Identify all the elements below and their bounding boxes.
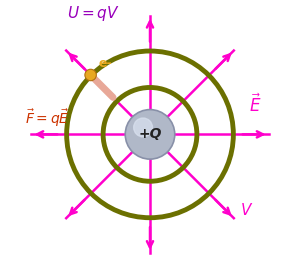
Text: $\vec{F} = q\vec{E}$: $\vec{F} = q\vec{E}$	[25, 107, 70, 129]
Text: e-: e-	[98, 57, 112, 70]
Text: $U = qV$: $U = qV$	[67, 5, 119, 23]
Circle shape	[85, 69, 96, 81]
Text: +Q: +Q	[138, 127, 162, 141]
Text: $\vec{E}$: $\vec{E}$	[249, 94, 262, 116]
Text: $V$: $V$	[240, 202, 253, 218]
Circle shape	[134, 118, 152, 137]
Circle shape	[125, 110, 175, 159]
